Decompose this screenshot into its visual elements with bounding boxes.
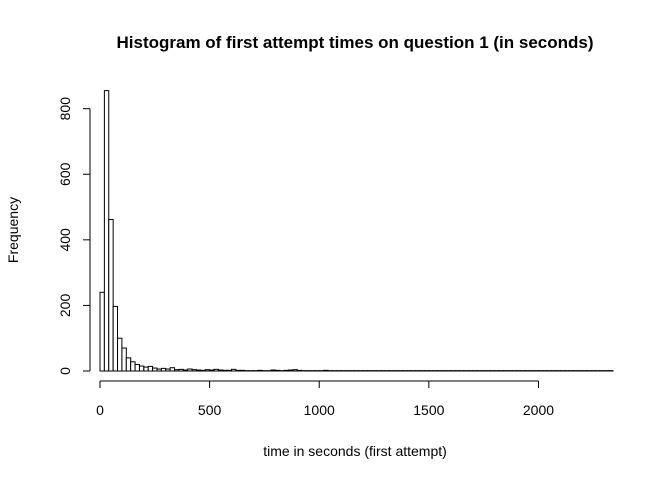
histogram-bar bbox=[125, 357, 132, 372]
histogram-bar bbox=[222, 369, 228, 372]
histogram-bar bbox=[270, 369, 276, 372]
histogram-bar bbox=[160, 367, 167, 372]
histogram-bar bbox=[143, 366, 149, 372]
histogram-bar bbox=[274, 369, 281, 372]
histogram-bar bbox=[187, 368, 193, 372]
chart-title: Histogram of first attempt times on ques… bbox=[117, 33, 594, 52]
histogram-bar bbox=[204, 369, 211, 372]
histogram-bar bbox=[292, 369, 298, 372]
x-axis-label: time in seconds (first attempt) bbox=[263, 443, 447, 459]
histogram-bar bbox=[182, 369, 189, 372]
histogram-bar bbox=[217, 369, 224, 372]
y-tick-label: 0 bbox=[57, 367, 73, 375]
histogram-bar bbox=[112, 305, 119, 372]
histogram-bar bbox=[130, 361, 136, 372]
histogram-bar bbox=[103, 90, 110, 372]
y-tick-label: 800 bbox=[57, 97, 73, 121]
histogram-bar bbox=[138, 365, 145, 372]
histogram-bar bbox=[209, 369, 215, 372]
histogram-bar bbox=[239, 369, 246, 372]
histogram-bar bbox=[191, 369, 197, 372]
x-tick-label: 1500 bbox=[413, 402, 444, 418]
histogram-bar bbox=[323, 369, 329, 372]
y-tick-label: 400 bbox=[57, 228, 73, 252]
histogram-bar bbox=[134, 363, 140, 372]
histogram-bar bbox=[165, 368, 171, 372]
x-tick-label: 1000 bbox=[304, 402, 335, 418]
x-axis: 0 500 1000 1500 2000 bbox=[96, 380, 554, 418]
x-tick-label: 0 bbox=[96, 402, 104, 418]
bars-group bbox=[99, 90, 614, 372]
y-axis-label: Frequency bbox=[5, 197, 21, 263]
histogram-bar bbox=[108, 219, 114, 372]
histogram-bar bbox=[195, 369, 202, 372]
histogram-bar bbox=[288, 369, 294, 372]
histogram-bar bbox=[174, 369, 180, 372]
histogram-bar bbox=[178, 368, 184, 372]
histogram-bar bbox=[231, 368, 237, 372]
histogram-bar bbox=[99, 291, 105, 372]
histogram-bar bbox=[169, 367, 176, 372]
x-tick-label: 2000 bbox=[523, 402, 554, 418]
histogram-bar bbox=[213, 368, 219, 372]
histogram-bar bbox=[257, 369, 263, 372]
histogram-bar bbox=[121, 347, 127, 372]
histogram-bar bbox=[283, 369, 290, 372]
histogram-bar bbox=[152, 367, 158, 372]
histogram-bar bbox=[200, 369, 206, 372]
x-tick-label: 500 bbox=[198, 402, 222, 418]
histogram-bar bbox=[156, 368, 162, 372]
y-tick-label: 200 bbox=[57, 294, 73, 318]
histogram-bar bbox=[296, 369, 303, 372]
histogram-bar bbox=[117, 337, 123, 372]
histogram-bar bbox=[235, 369, 241, 372]
y-axis: 0 200 400 600 800 bbox=[57, 97, 91, 375]
histogram-bar bbox=[226, 369, 233, 372]
y-tick-label: 600 bbox=[57, 162, 73, 186]
histogram-bar bbox=[147, 365, 154, 372]
